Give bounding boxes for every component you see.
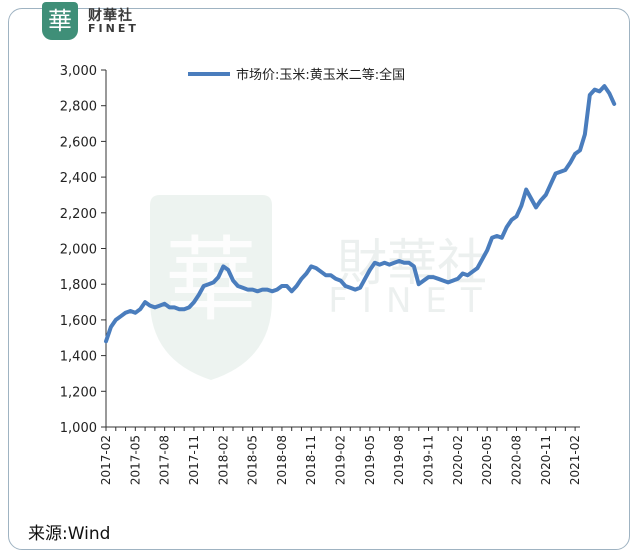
logo-name-en: FINET — [88, 22, 139, 35]
y-tick-label: 1,200 — [60, 385, 97, 400]
x-tick-label: 2020-05 — [480, 435, 494, 485]
y-tick-label: 2,800 — [60, 100, 97, 115]
x-tick-label: 2018-05 — [246, 435, 260, 485]
x-tick-label: 2017-02 — [99, 435, 113, 485]
x-tick-label: 2021-02 — [568, 435, 582, 485]
logo-name-cn: 财華社 — [88, 8, 133, 24]
x-tick-label: 2019-11 — [422, 435, 436, 485]
x-tick-label: 2019-05 — [363, 435, 377, 485]
y-tick-label: 2,400 — [60, 171, 97, 186]
y-tick-label: 1,000 — [60, 421, 97, 436]
y-tick-label: 1,600 — [60, 314, 97, 329]
finet-logo: 華 财華社 FINET — [40, 0, 170, 42]
y-tick-label: 2,200 — [60, 207, 97, 222]
logo-badge-icon: 華 — [42, 2, 78, 40]
x-tick-label: 2019-08 — [392, 435, 406, 485]
x-tick-label: 2017-11 — [187, 435, 201, 485]
x-tick-label: 2017-08 — [158, 435, 172, 485]
y-tick-label: 1,400 — [60, 350, 97, 365]
x-tick-label: 2017-05 — [128, 435, 142, 485]
x-tick-label: 2020-08 — [509, 435, 523, 485]
chart-frame — [8, 8, 630, 550]
y-axis: 1,000 1,200 1,400 1,600 1,800 2,000 2,200 2,400… — [60, 64, 107, 436]
y-tick-label: 1,800 — [60, 278, 97, 293]
y-tick-label: 2,000 — [60, 243, 97, 258]
source-note: 来源:Wind — [28, 524, 111, 544]
series-line — [104, 84, 617, 344]
legend-label: 市场价:玉米:黄玉米二等:全国 — [236, 67, 405, 83]
series-layer — [104, 84, 617, 344]
x-tick-label: 2018-02 — [216, 435, 230, 485]
x-tick-label: 2020-02 — [451, 435, 465, 485]
x-tick-label: 2019-02 — [334, 435, 348, 485]
x-tick-label: 2018-08 — [275, 435, 289, 485]
y-tick-label: 2,600 — [60, 135, 97, 150]
x-tick-label: 2020-11 — [539, 435, 553, 485]
x-axis: 2017-02 2017-05 2017-08 2017-11 2018-02 2018-… — [99, 426, 582, 485]
x-tick-label: 2018-11 — [304, 435, 318, 485]
y-tick-label: 3,000 — [60, 64, 97, 79]
legend: 市场价:玉米:黄玉米二等:全国 — [188, 67, 405, 83]
